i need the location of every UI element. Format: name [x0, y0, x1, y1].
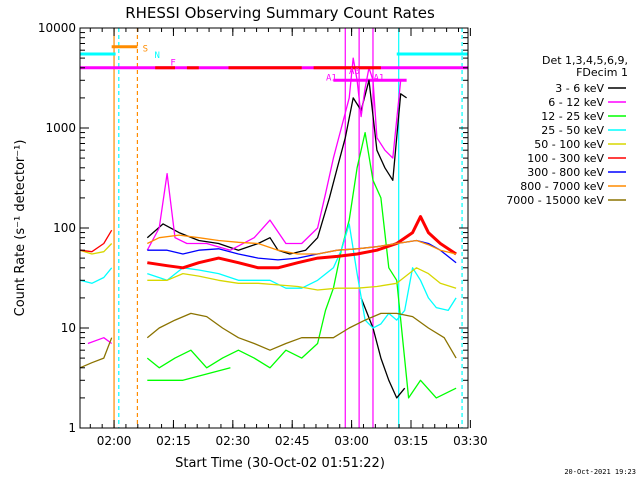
legend-label-8: 7000 - 15000 keV — [506, 194, 604, 207]
series-7000-15000-keV-seg-0 — [79, 337, 113, 369]
legend-label-5: 100 - 300 keV — [527, 152, 604, 165]
series-100-300-keV-seg-1 — [147, 215, 457, 270]
annotation-2: F — [170, 59, 175, 69]
legend-label-4: 50 - 100 keV — [534, 138, 604, 151]
chart-title: RHESSI Observing Summary Count Rates — [125, 4, 435, 22]
x-tick-label-4: 03:00 — [334, 434, 369, 448]
series-25-50-keV-seg-0 — [79, 267, 113, 284]
footer-date: 20-Oct-2021 19:23 — [564, 468, 636, 476]
x-tick-label-3: 02:45 — [275, 434, 310, 448]
x-tick-label-6: 03:30 — [453, 434, 488, 448]
series-50-100-keV-seg-0 — [79, 243, 113, 255]
series-3-6-keV-seg-0 — [146, 79, 407, 255]
legend-label-6: 300 - 800 keV — [527, 166, 604, 179]
series-12-25-keV-seg-1 — [147, 367, 231, 381]
legend-label-7: 800 - 7000 keV — [520, 180, 604, 193]
series-6-12-keV-seg-0 — [146, 57, 402, 251]
legend-title-1: FDecim 1 — [576, 66, 628, 79]
series-6-12-keV-seg-1 — [87, 337, 113, 345]
axis-ticks: 02:00 02:15 02:30 02:45 03:00 03:15 03:30 1 10 10… — [38, 21, 488, 448]
annotation-0: S — [143, 45, 148, 55]
series-100-300-keV-seg-0 — [79, 229, 113, 253]
annotation-5: A1 — [373, 73, 384, 83]
x-tick-label-1: 02:15 — [156, 434, 191, 448]
annotation-1: N — [154, 51, 159, 61]
y-tick-label-3: 1000 — [45, 121, 76, 135]
legend-label-0: 3 - 6 keV — [555, 82, 604, 95]
y-tick-label-2: 100 — [53, 221, 76, 235]
annotation-4: A0 — [349, 67, 360, 77]
legend-label-2: 12 - 25 keV — [541, 110, 604, 123]
legend-label-1: 6 - 12 keV — [548, 96, 604, 109]
series-7000-15000-keV-seg-1 — [146, 312, 457, 359]
plot-data: SN F A1 A0 A1 — [79, 28, 468, 428]
legend-label-3: 25 - 50 keV — [541, 124, 604, 137]
y-tick-label-1: 10 — [61, 321, 76, 335]
x-tick-label-5: 03:15 — [394, 434, 429, 448]
x-axis-label: Start Time (30-Oct-02 01:51:22) — [175, 456, 385, 471]
annotation-3: A1 — [326, 73, 337, 83]
series-800-7000-keV-seg-0 — [147, 234, 457, 255]
y-axis-label: Count Rate (s⁻¹ detector⁻¹) — [13, 140, 28, 317]
series-25-50-keV-seg-1 — [147, 223, 457, 329]
x-tick-label-0: 02:00 — [97, 434, 132, 448]
series-50-100-keV-seg-1 — [147, 267, 457, 291]
y-tick-label-0: 1 — [68, 421, 76, 435]
series-3-6-keV-seg-1 — [360, 297, 406, 399]
legend-title-0: Det 1,3,4,5,6,9, — [542, 54, 628, 67]
series-12-25-keV-seg-0 — [146, 131, 457, 399]
x-tick-label-2: 02:30 — [216, 434, 251, 448]
y-tick-label-4: 10000 — [38, 21, 76, 35]
